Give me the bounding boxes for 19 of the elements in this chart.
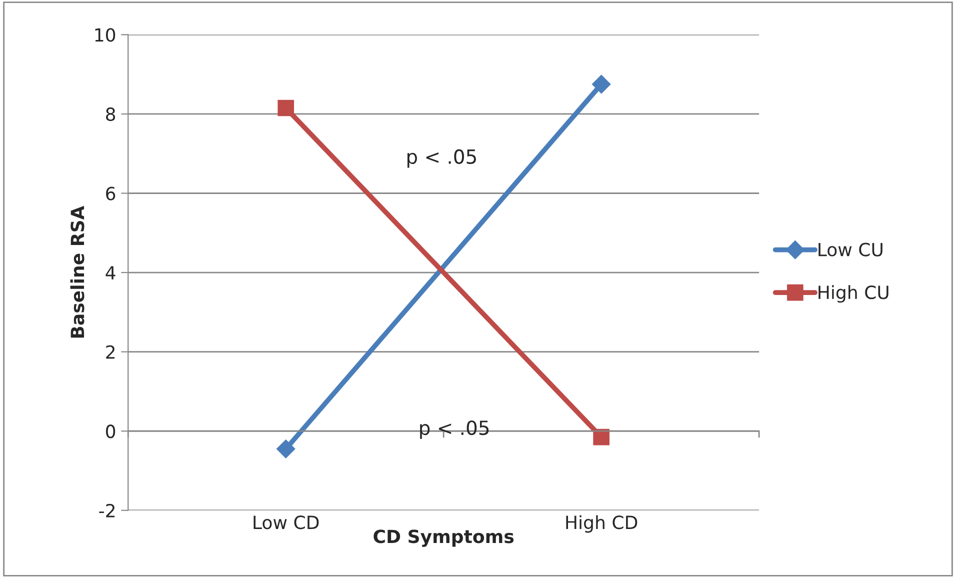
y-tick-label: 10 <box>95 28 116 42</box>
y-tick-label: 2 <box>106 345 114 359</box>
annotation: p < .05 <box>420 420 489 439</box>
point <box>593 428 610 446</box>
legend-label: High CU <box>818 285 888 303</box>
x-tick-label: High CD <box>566 515 638 533</box>
y-axis-title: Baseline RSA <box>70 206 84 338</box>
y-tick-label: -2 <box>99 504 114 518</box>
y-tick-label: 8 <box>106 107 116 122</box>
y-tick-label: 0 <box>106 424 116 438</box>
legend-label: Low CU <box>818 242 882 256</box>
point <box>592 74 611 94</box>
x-axis-title: CD Symptoms <box>374 530 514 547</box>
y-tick-label: 6 <box>106 186 116 200</box>
point <box>276 440 296 458</box>
point <box>278 100 294 116</box>
annotation: p < .05 <box>407 149 476 168</box>
x-tick-label: Low CD <box>254 516 319 530</box>
y-tick-label: 4 <box>106 266 116 280</box>
